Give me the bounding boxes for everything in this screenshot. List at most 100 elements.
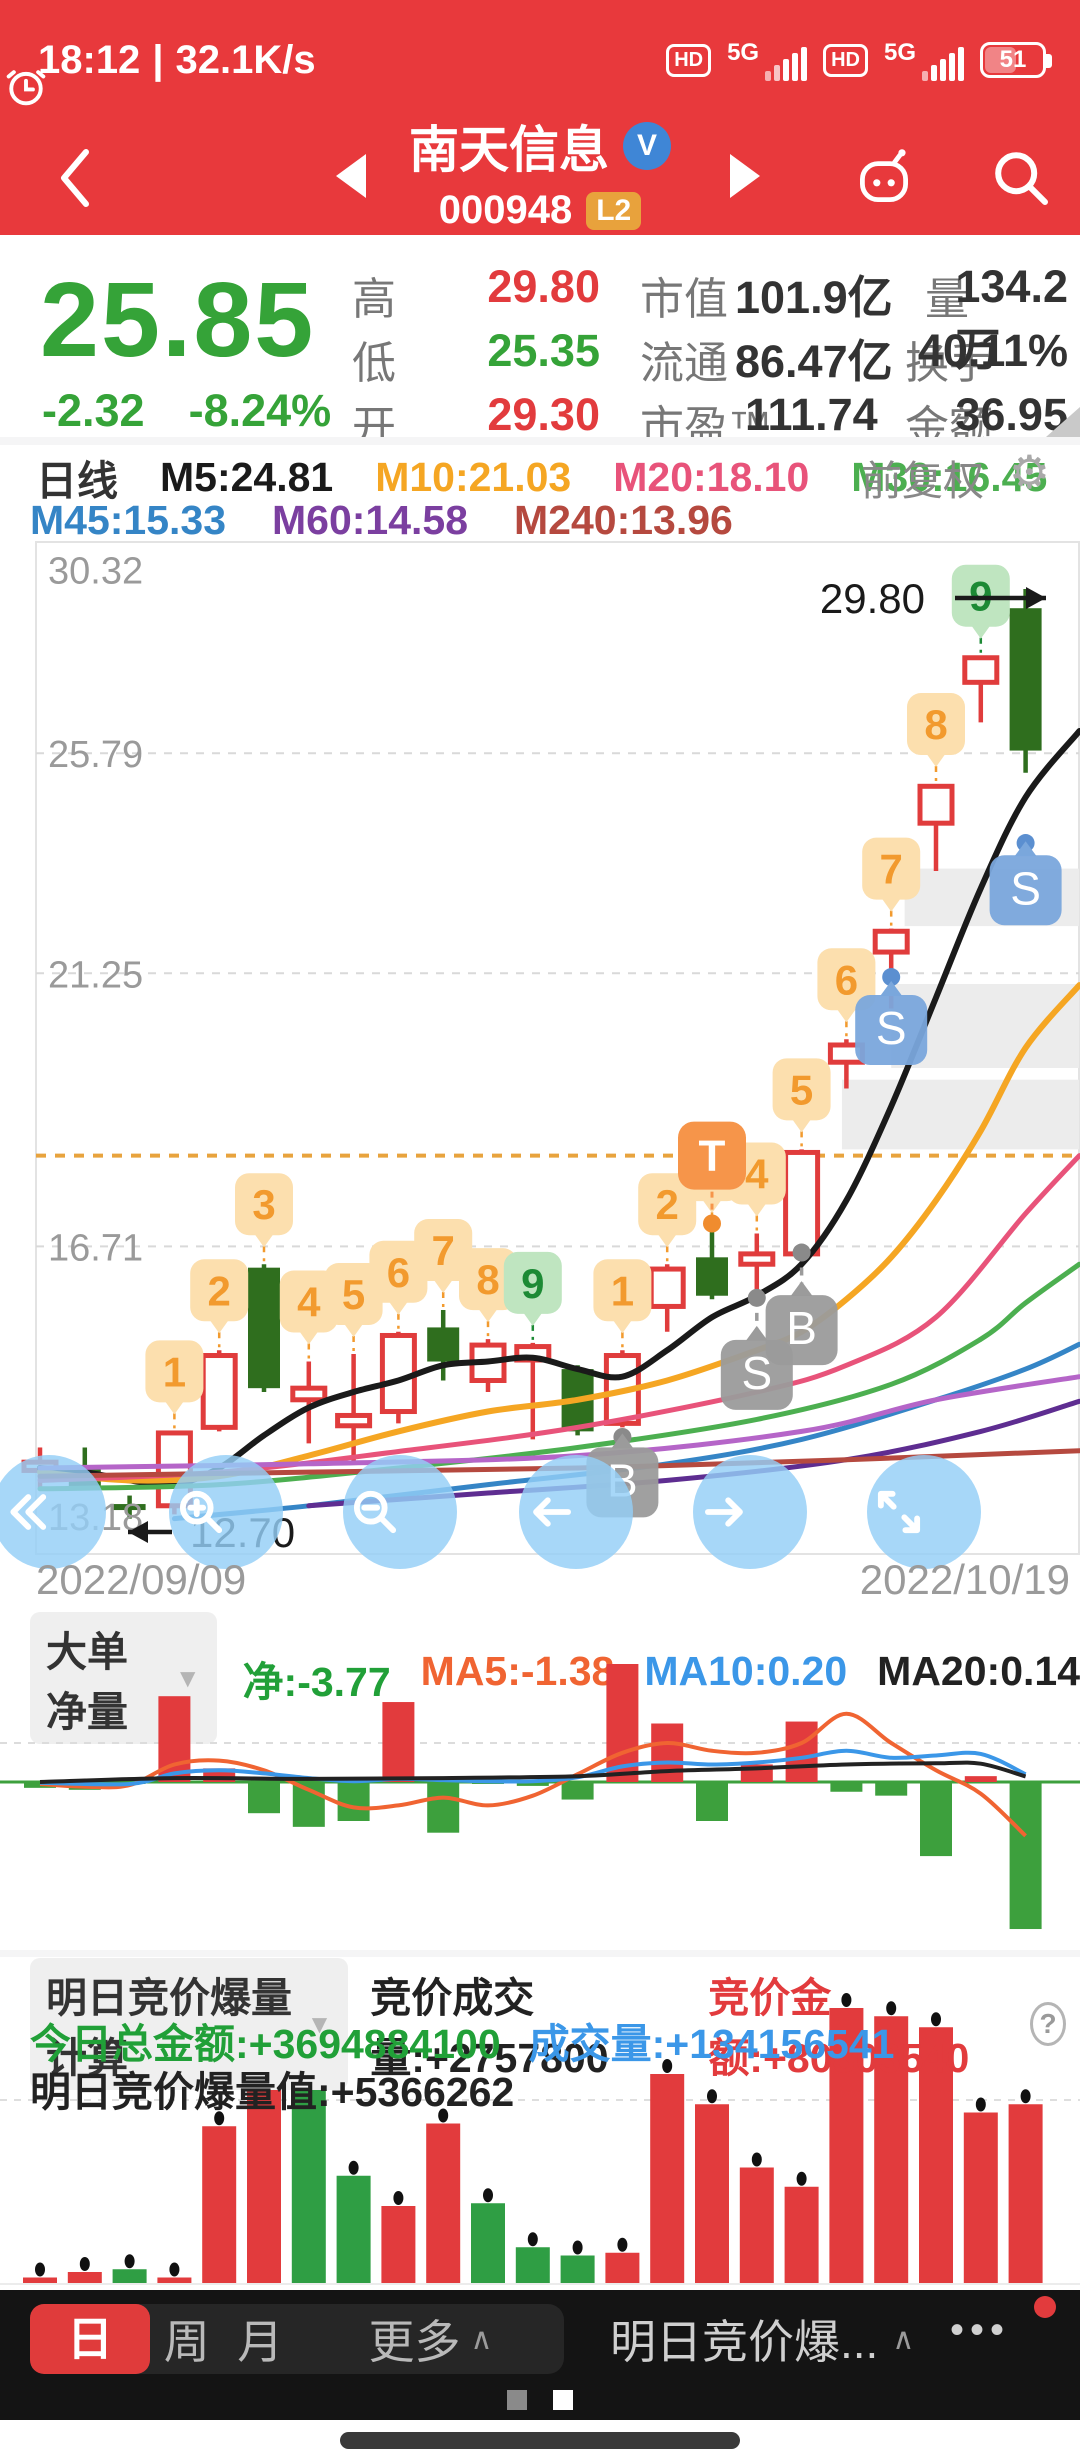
ma-legend-item: M45:15.33 [30,497,227,543]
svg-text:7: 7 [880,846,903,893]
panel3-stat: 成交量:+134156541 [528,2021,895,2067]
panel2-header: 大单净量 ▼ 净:-3.77 MA5:-1.38 MA10:0.20 MA20:0.14 [0,1612,1080,1744]
status-bar: 18:12 | 32.1K/s HD 5G HD 5G [0,0,1080,110]
clock-time: 18:12 [38,37,141,82]
zoom-in-button[interactable] [169,1455,283,1569]
turnover-label: 换手 [905,339,993,388]
separator: | [152,37,164,82]
caret-up-icon: ∧ [892,2322,915,2356]
period-tabs: 日周月 更多 ∧ [30,2304,564,2374]
hd-icon: HD [666,43,712,77]
tab-月[interactable]: 月 [237,2316,284,2368]
float-label: 流通 [640,339,728,388]
caret-down-icon: ▼ [306,2008,333,2039]
fast-backward-button[interactable] [0,1455,106,1569]
svg-text:8: 8 [476,1256,499,1303]
gear-icon[interactable]: ⚙ [1008,446,1050,498]
high-value: 29.80 [487,261,600,312]
panel2-legend-item: 净:-3.77 [242,1659,391,1705]
svg-text:30.32: 30.32 [48,550,143,592]
panel3-indicator-dropdown[interactable]: 明日竞价爆量计算 ▼ [30,1958,349,2090]
auction-volume-bar-chart[interactable] [0,1960,1080,2290]
pan-left-button[interactable] [519,1455,633,1569]
caret-down-icon: ▼ [174,1662,201,1693]
svg-text:5: 5 [342,1271,365,1318]
panel3-header-row1: 明日竞价爆量计算 ▼ 竞价成交量:+2757800 竞价金额:+80803540 ? [0,1958,1080,2090]
svg-text:3: 3 [252,1181,275,1228]
ma-legend-item: M20:18.10 [613,453,810,500]
svg-text:1: 1 [163,1348,186,1395]
svg-text:4: 4 [297,1279,321,1326]
svg-text:6: 6 [387,1249,410,1296]
low-label: 低 [352,339,396,388]
page-title: 南天信息 [409,122,609,178]
verified-badge: V [623,122,671,170]
ma-legend-item: M30:16.45 [851,453,1048,500]
price-change: -2.32 -8.24% [42,385,332,436]
tab-indicator-panel[interactable]: 明日竞价爆... ∧ [610,2316,915,2368]
home-indicator [340,2432,740,2449]
current-price: 25.85 [40,261,316,379]
net-volume-bar-chart[interactable] [0,1664,1080,1950]
zoom-out-button[interactable] [343,1455,457,1569]
period-label: 日线 [36,458,118,504]
panel3-stat: 竞价成交量:+2757800 [370,1975,609,2081]
signal-5g-icon: 5G [727,39,808,81]
open-value: 29.30 [487,389,600,440]
battery-icon: 51 [980,42,1052,78]
svg-text:16.71: 16.71 [48,1227,143,1269]
candlestick-chart[interactable]: 123456789123456789TBSBSS30.3225.7921.251… [0,541,1080,1555]
bottom-nav: 日周月 更多 ∧ 明日竞价爆... ∧ ••• [0,2290,1080,2420]
panel3-stat: 竞价金额:+80803540 [708,1975,970,2081]
panel3-header-row3: 明日竞价爆量值:+5366262 [0,2058,1080,2118]
svg-text:2: 2 [208,1267,231,1314]
market-cap-label: 市值 [640,275,728,324]
end-date: 2022/10/19 [859,1556,1070,1603]
start-date: 2022/09/09 [36,1556,247,1603]
ma-legend-item: M60:14.58 [272,497,469,543]
svg-text:T: T [699,1132,726,1181]
ma-legend-item: M240:13.96 [514,497,733,543]
tab-周[interactable]: 周 [163,2316,210,2368]
svg-text:B: B [786,1302,817,1354]
panel3-stat: 今日总金额:+3694884100 [30,2021,501,2067]
high-label: 高 [352,275,396,324]
panel2-legend-item: MA10:0.20 [644,1648,848,1694]
help-icon[interactable]: ? [1030,2002,1066,2046]
expand-button[interactable] [867,1455,981,1569]
stock-code: 000948 [438,188,573,232]
market-cap-value: 101.9亿 [735,272,893,323]
tab-日[interactable]: 日 [30,2304,150,2374]
adjust-mode-label[interactable]: 前复权 [861,458,984,504]
page-indicator[interactable] [0,2390,1080,2410]
turnover-value: 40.11% [917,325,1068,376]
low-value: 25.35 [487,325,600,376]
svg-text:6: 6 [835,956,858,1003]
page-dot[interactable] [553,2390,573,2410]
panel3-stat: 明日竞价爆量值:+5366262 [30,2069,515,2115]
more-options-button[interactable]: ••• [949,2308,1010,2352]
page-dot[interactable] [507,2390,527,2410]
svg-text:29.80: 29.80 [820,575,925,622]
panel3-header-row2: 今日总金额:+3694884100 成交量:+134156541 [0,2010,1080,2070]
gesture-area [0,2420,1080,2460]
panel2-legend-item: MA20:0.14 [877,1648,1080,1694]
notification-dot [1034,2296,1056,2318]
volume-label: 量 [925,275,969,324]
tab-more[interactable]: 更多 ∧ [368,2316,493,2368]
corner-fold-icon [1046,407,1080,437]
svg-text:7: 7 [432,1227,455,1274]
top-red-area: 18:12 | 32.1K/s HD 5G HD 5G [0,0,1080,235]
section-divider [0,1950,1080,1957]
caret-up-icon: ∧ [470,2322,493,2356]
prev-stock-button[interactable] [336,154,366,198]
signal-5g-icon: 5G [884,39,964,81]
network-speed: 32.1K/s [175,37,316,82]
next-stock-button[interactable] [730,154,760,198]
panel2-indicator-dropdown[interactable]: 大单净量 ▼ [30,1612,217,1744]
pan-right-button[interactable] [693,1455,807,1569]
date-axis: 2022/09/09 2022/10/19 [0,1556,1080,1612]
float-value: 86.47亿 [735,336,893,387]
svg-text:S: S [876,1002,907,1054]
